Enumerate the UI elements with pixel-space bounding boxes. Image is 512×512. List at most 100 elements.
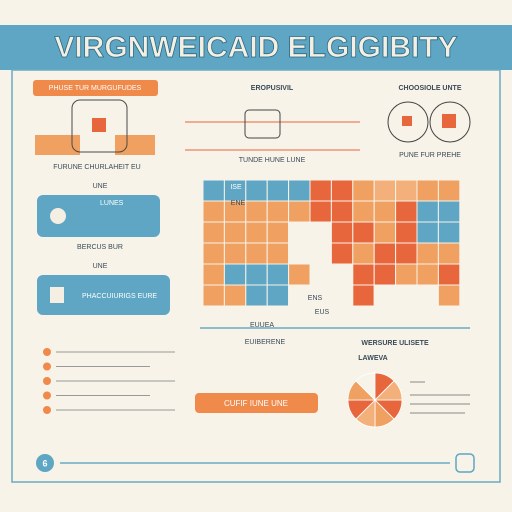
banner-text: PHUSE TUR MURGUFUDES: [49, 85, 142, 92]
map-cell: [330, 179, 354, 202]
map-cell: [202, 242, 225, 265]
map-cell: [352, 284, 375, 307]
map-cell: [437, 179, 461, 202]
button[interactable]: [195, 393, 318, 413]
map-cell: [416, 200, 439, 223]
caption: FURUNE CHURLAHEIT EU: [53, 164, 140, 171]
map-cell: [288, 263, 311, 286]
map-cell: [266, 200, 290, 223]
bullet: [43, 377, 51, 385]
map-cell: [395, 179, 418, 202]
map-cell: [245, 284, 268, 307]
legend-lines: [410, 381, 470, 414]
map-cell: [437, 263, 461, 286]
card-heading: UNE: [93, 183, 108, 190]
page-number: 6: [42, 458, 47, 468]
map-label: ENS: [308, 295, 323, 302]
map-cell: [202, 221, 225, 244]
map-cell: [373, 179, 397, 202]
map-cell: [395, 263, 418, 286]
map-cell: [437, 200, 461, 223]
map-cell: [373, 221, 397, 244]
heading: EROPUSIVIL: [251, 85, 294, 92]
map-cell: [309, 242, 332, 265]
map-label: ENE: [231, 200, 246, 207]
map-cell: [395, 242, 418, 265]
map-cell: [437, 242, 461, 265]
map-cell: [245, 242, 268, 265]
map-cell: [395, 221, 418, 244]
card-label: PHACCUIURIGS EURE: [82, 293, 157, 300]
map-cell: [266, 263, 290, 286]
caption: PUNE FUR PREHE: [399, 152, 461, 159]
icon: [402, 116, 412, 126]
map-cell: [288, 179, 311, 202]
icon: [50, 287, 64, 303]
banner: [33, 80, 158, 96]
map-cell: [373, 242, 397, 265]
map-cell: [373, 200, 397, 223]
map-cell: [395, 284, 418, 307]
card-caption: BERCUS BUR: [77, 244, 123, 251]
icon: [387, 101, 429, 143]
bullet: [43, 391, 51, 400]
card: [37, 275, 170, 315]
map-cell: [352, 263, 375, 286]
icon: [429, 101, 471, 143]
map-cell: [309, 179, 332, 202]
map-grid: [202, 179, 461, 307]
icon: [442, 114, 456, 128]
map-cell: [223, 263, 247, 286]
pie-graphic: [347, 372, 403, 428]
button-label[interactable]: CUFIF IUNE UNE: [224, 399, 288, 408]
map-cell: [373, 284, 397, 307]
map-cell: [330, 221, 354, 244]
map-cell: [309, 200, 332, 223]
map-cell: [266, 221, 290, 244]
bullet: [43, 348, 51, 356]
map-cell: [288, 221, 311, 244]
map-cell: [416, 179, 439, 202]
card: [37, 195, 160, 237]
map-cell: [202, 284, 225, 307]
map-label: ISE: [230, 184, 242, 191]
icon: [244, 109, 281, 139]
icon: [71, 99, 128, 153]
map-cell: [352, 200, 375, 223]
map-cell: [437, 221, 461, 244]
heading: CHOOSIOLE UNTE: [398, 85, 461, 92]
card-heading: UNE: [93, 263, 108, 270]
map-cell: [223, 284, 247, 307]
icon: [50, 208, 66, 224]
map-cell: [309, 221, 332, 244]
map-cell: [373, 263, 397, 286]
subheading: LAWEVA: [358, 355, 387, 362]
footer-label: EUIBERENE: [245, 339, 286, 346]
map-cell: [202, 263, 225, 286]
map-label: EUS: [315, 309, 330, 316]
icon: [92, 118, 106, 132]
map-cell: [288, 242, 311, 265]
map-cell: [245, 221, 268, 244]
map-cell: [330, 284, 354, 307]
map-cell: [416, 284, 439, 307]
map-cell: [416, 263, 439, 286]
title: VIRGNWEICAID ELGIGIBITY: [54, 31, 457, 64]
title-banner: [0, 25, 512, 70]
frame: [11, 69, 501, 483]
map-cell: [395, 200, 418, 223]
map-cell: [245, 200, 268, 223]
page-badge: [36, 454, 54, 472]
map-cell: [266, 179, 290, 202]
map-cell: [245, 263, 268, 286]
map-cell: [330, 242, 354, 265]
map-cell: [202, 179, 225, 202]
map-cell: [223, 242, 247, 265]
map-cell: [330, 263, 354, 286]
list: [43, 348, 175, 414]
pie-slice: [374, 380, 403, 401]
icon: [455, 453, 475, 473]
heading: WERSURE ULISETE: [361, 340, 429, 347]
map-cell: [352, 179, 375, 202]
